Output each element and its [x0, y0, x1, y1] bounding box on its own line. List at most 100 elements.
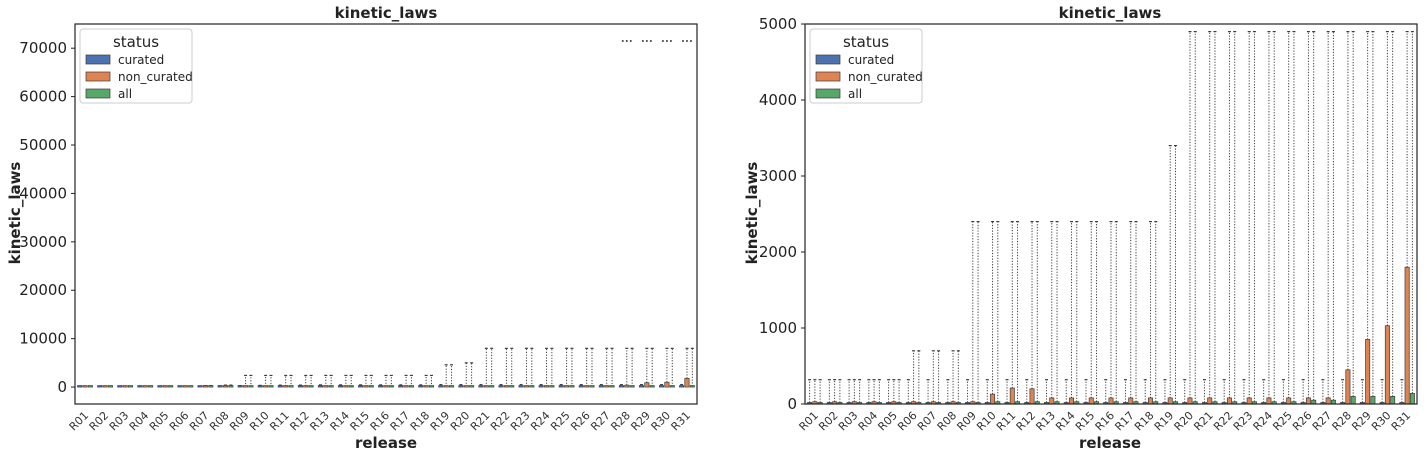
box-non_curated [423, 385, 429, 388]
extreme-outlier [641, 39, 644, 42]
y-axis-label: kinetic_laws [743, 162, 761, 265]
box-all [469, 385, 475, 388]
box-curated [177, 385, 183, 388]
box-all [689, 385, 695, 388]
legend-swatch-curated [85, 54, 111, 65]
box-curated [866, 402, 872, 404]
box-curated [297, 385, 303, 388]
box-non_curated [1345, 369, 1351, 404]
box-non_curated [1207, 397, 1213, 404]
box-non_curated [1305, 397, 1311, 404]
box-all [228, 385, 234, 388]
box-curated [846, 402, 852, 404]
box-all [1015, 401, 1021, 404]
box-curated [886, 402, 892, 404]
y-tick-label: 0 [57, 378, 67, 396]
extreme-outlier [681, 39, 684, 42]
box-non_curated [243, 385, 249, 388]
chart-title: kinetic_laws [335, 4, 438, 22]
box-all [955, 402, 961, 404]
box-all [1330, 399, 1336, 404]
box-non_curated [363, 385, 369, 388]
legend-swatch-all [815, 88, 841, 99]
x-tick-label: R05 [147, 409, 171, 433]
x-tick-label: R08 [935, 409, 959, 433]
box-non_curated [503, 385, 509, 388]
x-tick-label: R16 [1093, 409, 1117, 433]
x-tick-label: R29 [1349, 409, 1373, 433]
x-tick-label: R07 [915, 409, 939, 433]
box-curated [1103, 402, 1109, 404]
box-non_curated [812, 401, 818, 404]
box-non_curated [463, 385, 469, 388]
extreme-outlier [625, 39, 628, 42]
box-non_curated [403, 385, 409, 388]
x-tick-label: R24 [1251, 409, 1275, 433]
y-tick-label: 70000 [19, 39, 67, 57]
legend-box [79, 28, 193, 104]
box-all [1153, 401, 1159, 404]
box-non_curated [624, 384, 630, 388]
extreme-outlier [661, 39, 664, 42]
x-tick-label: R07 [187, 409, 211, 433]
box-all [428, 385, 435, 388]
box-non_curated [1325, 397, 1331, 404]
box-all [248, 385, 254, 388]
box-non_curated [1246, 397, 1252, 404]
y-tick-label: 50000 [19, 136, 67, 154]
box-non_curated [1286, 397, 1292, 404]
box-curated [945, 402, 951, 404]
box-curated [1142, 402, 1148, 404]
box-non_curated [950, 401, 956, 404]
x-tick-label: R12 [287, 409, 311, 433]
legend-title: status [843, 33, 889, 51]
box-curated [807, 402, 813, 404]
x-tick-label: R11 [267, 409, 291, 433]
box-all [87, 385, 93, 388]
x-tick-label: R10 [974, 409, 998, 433]
x-tick-label: R12 [1014, 409, 1038, 433]
x-tick-label: R20 [1172, 409, 1196, 433]
box-non_curated [102, 385, 108, 388]
box-all [328, 385, 334, 388]
box-non_curated [82, 385, 88, 388]
x-tick-label: R06 [895, 409, 919, 433]
box-all [1212, 401, 1218, 404]
box-curated [418, 385, 424, 388]
box-all [609, 385, 615, 388]
x-tick-label: R31 [1389, 409, 1413, 433]
box-all [1409, 393, 1415, 404]
box-all [1054, 401, 1060, 404]
extreme-outlier [621, 39, 624, 42]
x-tick-label: R22 [1211, 409, 1235, 433]
x-axis-label: release [355, 434, 417, 452]
box-non_curated [142, 385, 148, 388]
box-all [1291, 401, 1297, 404]
box-curated [1379, 402, 1385, 404]
box-curated [1063, 402, 1069, 404]
box-curated [518, 385, 524, 388]
x-tick-label: R08 [207, 409, 231, 433]
chart-title: kinetic_laws [1059, 4, 1162, 22]
box-all [388, 385, 394, 388]
box-all [107, 385, 113, 388]
y-axis-label: kinetic_laws [6, 162, 24, 265]
box-non_curated [1266, 397, 1272, 404]
box-curated [97, 385, 103, 388]
x-tick-label: R17 [1112, 409, 1136, 433]
box-curated [1201, 402, 1207, 404]
x-tick-label: R26 [568, 409, 592, 433]
box-all [916, 402, 922, 404]
box-curated [117, 385, 123, 388]
box-curated [1122, 402, 1128, 404]
box-non_curated [202, 385, 208, 388]
extreme-outlier [665, 39, 668, 42]
x-tick-label: R30 [1369, 409, 1393, 433]
box-non_curated [1128, 397, 1134, 404]
box-non_curated [543, 385, 550, 388]
box-non_curated [122, 385, 128, 388]
box-all [837, 402, 843, 404]
box-all [995, 401, 1001, 404]
x-tick-label: R06 [167, 409, 191, 433]
